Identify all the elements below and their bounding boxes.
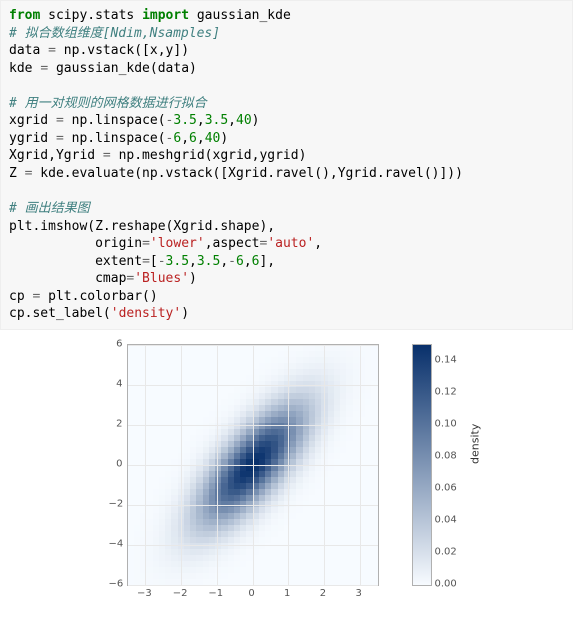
code-token: kde [9, 61, 40, 76]
code-token: extent [9, 254, 142, 269]
code-comment: # 画出结果图 [9, 201, 90, 216]
code-token: data [9, 43, 48, 58]
code-token: 3.5 [173, 113, 196, 128]
y-tick-label: 0 [109, 458, 123, 469]
figure-container: −3 −2 −1 0 1 2 3 −6 −4 −2 0 2 4 6 0.00 0.02 0.04 0.06 0.… [0, 330, 573, 616]
code-token: np.meshgrid(xgrid,ygrid) [111, 148, 307, 163]
colorbar-tick-label: 0.02 [435, 546, 457, 557]
code-token: cmap [9, 271, 126, 286]
code-token: 6 [189, 131, 197, 146]
code-token: , [244, 254, 252, 269]
code-token: Z [9, 166, 25, 181]
code-token: import [142, 8, 189, 23]
code-token: 'Blues' [134, 271, 189, 286]
code-token: cp [9, 289, 32, 304]
y-tick-label: 4 [109, 378, 123, 389]
y-tick-label: 6 [109, 338, 123, 349]
code-token: np.linspace( [64, 113, 166, 128]
code-token: ,aspect [205, 236, 260, 251]
code-token: , [228, 113, 236, 128]
colorbar [412, 344, 432, 586]
y-tick-label: −6 [109, 578, 123, 589]
code-token: ) [252, 113, 260, 128]
code-token: [ [150, 254, 158, 269]
x-tick-label: 1 [284, 588, 290, 599]
colorbar-tick-label: 0.00 [435, 578, 457, 589]
colorbar-tick-label: 0.14 [435, 354, 457, 365]
x-tick-label: −3 [137, 588, 152, 599]
colorbar-tick-label: 0.12 [435, 386, 457, 397]
code-token: ) [181, 306, 189, 321]
x-tick-label: 2 [320, 588, 326, 599]
code-token: , [189, 254, 197, 269]
code-token: = [56, 113, 64, 128]
code-token: xgrid [9, 113, 56, 128]
code-token: Xgrid,Ygrid [9, 148, 103, 163]
code-token: , [181, 131, 189, 146]
x-tick-label: 0 [248, 588, 254, 599]
code-token: gaussian_kde(data) [48, 61, 197, 76]
code-token: = [40, 61, 48, 76]
code-token: 3.5 [197, 254, 220, 269]
code-token: 3.5 [166, 254, 189, 269]
code-token: = [142, 236, 150, 251]
code-token: 40 [205, 131, 221, 146]
code-token: , [197, 131, 205, 146]
x-tick-label: −1 [208, 588, 223, 599]
code-token: 3.5 [205, 113, 228, 128]
colorbar-tick-label: 0.06 [435, 482, 457, 493]
code-token: plt.imshow(Z.reshape(Xgrid.shape), [9, 219, 275, 234]
code-token: origin [9, 236, 142, 251]
y-tick-label: −2 [109, 498, 123, 509]
code-token: = [56, 131, 64, 146]
colorbar-tick-label: 0.10 [435, 418, 457, 429]
code-token: ], [259, 254, 275, 269]
code-comment: # 用一对规则的网格数据进行拟合 [9, 96, 207, 111]
kde-figure: −3 −2 −1 0 1 2 3 −6 −4 −2 0 2 4 6 0.00 0.02 0.04 0.06 0.… [77, 336, 497, 616]
code-token: np.linspace( [64, 131, 166, 146]
code-token: = [48, 43, 56, 58]
code-token: gaussian_kde [189, 8, 291, 23]
x-tick-label: 3 [355, 588, 361, 599]
code-token: scipy.stats [40, 8, 142, 23]
code-token: np.vstack([x,y]) [56, 43, 189, 58]
code-token: ) [220, 131, 228, 146]
code-token: , [197, 113, 205, 128]
code-token: from [9, 8, 40, 23]
code-token: 'auto' [267, 236, 314, 251]
code-token: 6 [236, 254, 244, 269]
plot-area [127, 344, 379, 586]
code-block: from scipy.stats import gaussian_kde # 拟… [0, 0, 573, 330]
y-tick-label: −4 [109, 538, 123, 549]
code-token: 40 [236, 113, 252, 128]
code-token: kde.evaluate(np.vstack([Xgrid.ravel(),Yg… [32, 166, 462, 181]
x-tick-label: −2 [173, 588, 188, 599]
code-token: = [103, 148, 111, 163]
code-token: ygrid [9, 131, 56, 146]
colorbar-tick-label: 0.04 [435, 514, 457, 525]
code-token: - [158, 254, 166, 269]
code-token: 'lower' [150, 236, 205, 251]
colorbar-tick-label: 0.08 [435, 450, 457, 461]
colorbar-label: density [468, 424, 481, 464]
code-token: ) [189, 271, 197, 286]
code-token: cp.set_label( [9, 306, 111, 321]
y-tick-label: 2 [109, 418, 123, 429]
code-comment: # 拟合数组维度[Ndim,Nsamples] [9, 26, 220, 41]
code-token: , [220, 254, 228, 269]
code-token: - [228, 254, 236, 269]
code-token: plt.colorbar() [40, 289, 157, 304]
code-token: , [314, 236, 322, 251]
code-token: = [142, 254, 150, 269]
code-token: 'density' [111, 306, 181, 321]
